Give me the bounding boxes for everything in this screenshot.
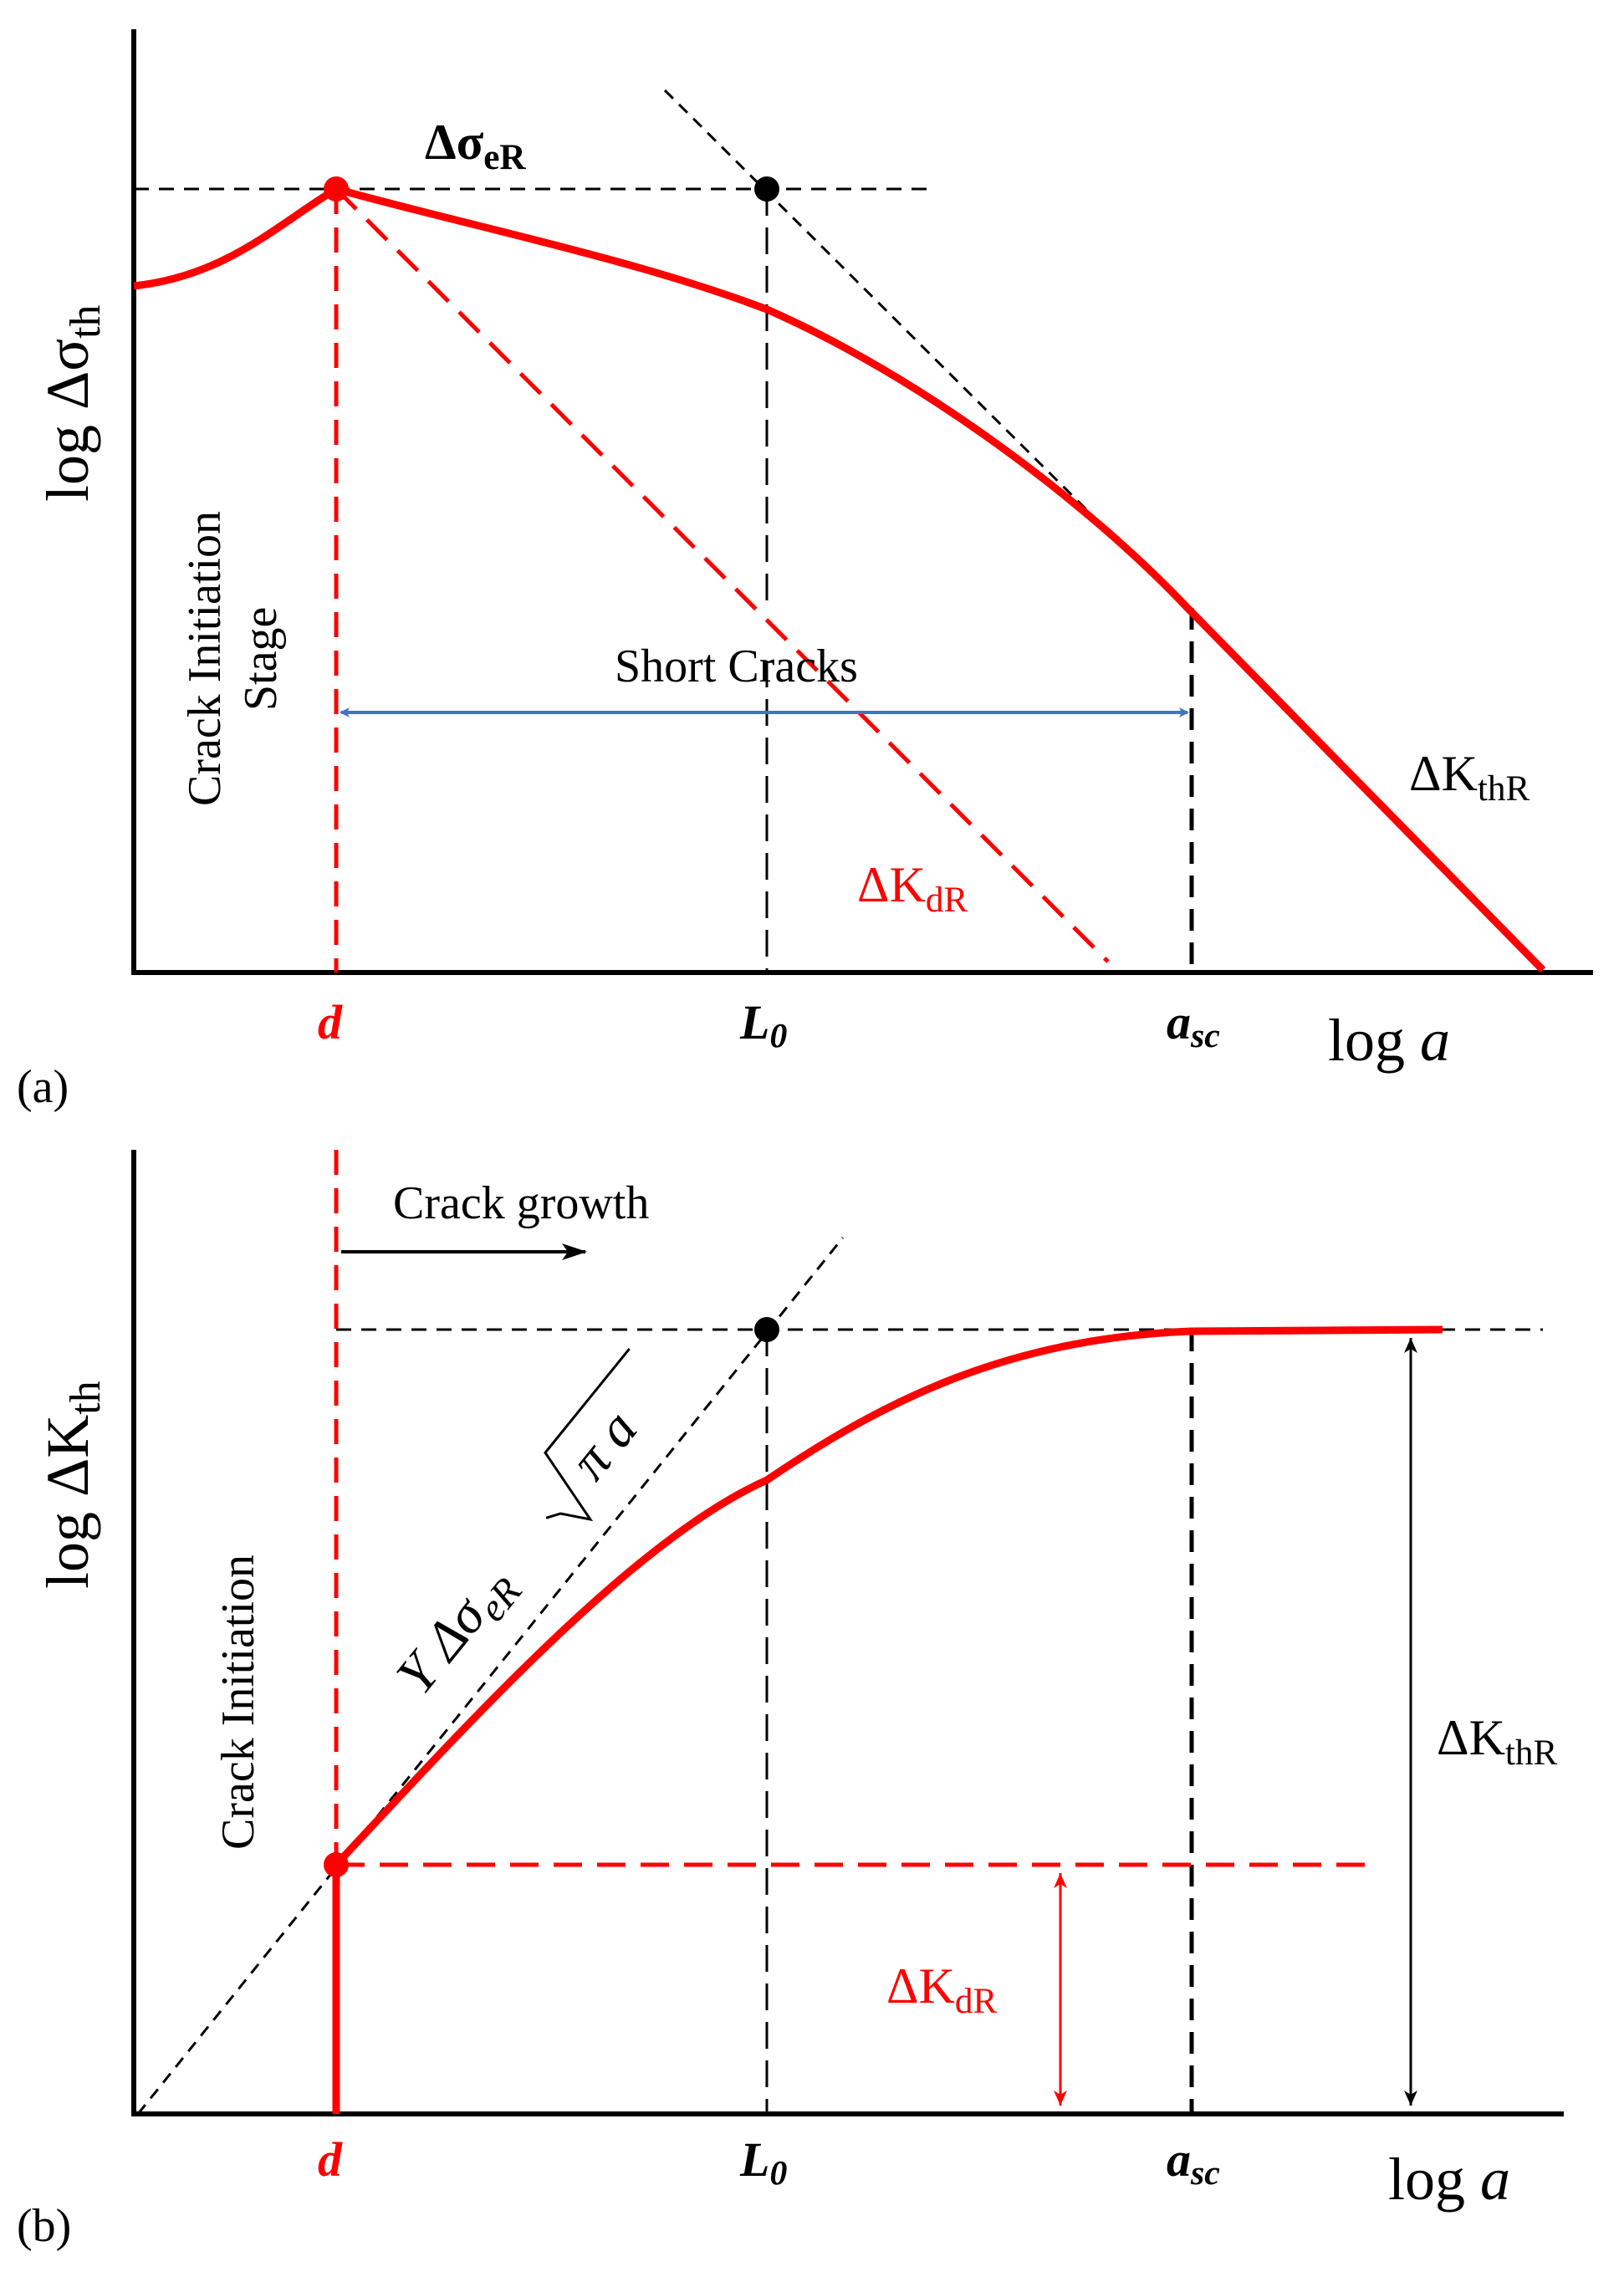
panel-b-tick-asc: asc — [1167, 2132, 1220, 2193]
panel-a-intersection-marker — [754, 176, 779, 202]
panel-b-sqrt-symbol — [544, 1347, 631, 1522]
panel-a-tick-d: d — [318, 995, 343, 1049]
panel-b-crack-growth-label: Crack growth — [393, 1177, 649, 1229]
panel-a-threshold-curve — [133, 185, 1546, 973]
panel-b-tick-d: d — [318, 2132, 343, 2187]
panel-b-start-marker — [324, 1852, 349, 1877]
panel-a-kthr-label: ΔKthR — [1409, 746, 1530, 809]
panel-b-y-axis-label: log ΔKth — [34, 1381, 110, 1589]
panel-a-stage-label: Stage — [235, 607, 287, 711]
panel-a-x-axis-label: log a — [1328, 1007, 1450, 1074]
panel-a-stress-label: ΔσeR — [425, 115, 526, 177]
panel-a-crack-initiation-label: Crack Initiation — [179, 511, 231, 806]
panel-a-short-cracks-label: Short Cracks — [615, 641, 858, 692]
panel-a-peak-marker — [324, 176, 349, 202]
svg-text:π a: π a — [559, 1399, 650, 1491]
panel-a-tick-L0: L0 — [739, 995, 787, 1055]
panel-b-kthr-label: ΔKthR — [1437, 1710, 1558, 1773]
panel-b-tick-L0: L0 — [739, 2132, 787, 2193]
panel-b-crack-initiation-label: Crack Initiation — [212, 1555, 264, 1850]
panel-b-intersection-marker — [754, 1317, 779, 1342]
panel-b-lefm-diagonal — [136, 1237, 845, 2115]
panel-a-lefm-asymptote — [663, 89, 1126, 549]
panel-a: ΔσeR Short Cracks Crack Initiation Stage… — [17, 29, 1593, 1113]
panel-b-threshold-curve — [333, 1325, 1443, 1868]
panel-a-label: (a) — [17, 1061, 69, 1113]
panel-b: Crack growth ΔKdR ΔKthR Crack Initiation… — [17, 1150, 1564, 2252]
panel-a-kdr-line — [335, 187, 1110, 963]
panel-b-label: (b) — [17, 2200, 71, 2252]
panel-b-x-axis-label: log a — [1388, 2146, 1510, 2213]
panel-a-y-axis-label: log Δσth — [34, 304, 110, 502]
panel-a-tick-asc: asc — [1167, 995, 1220, 1055]
panel-a-kdr-label: ΔKdR — [857, 857, 968, 920]
panel-b-kdr-label: ΔKdR — [886, 1958, 998, 2021]
